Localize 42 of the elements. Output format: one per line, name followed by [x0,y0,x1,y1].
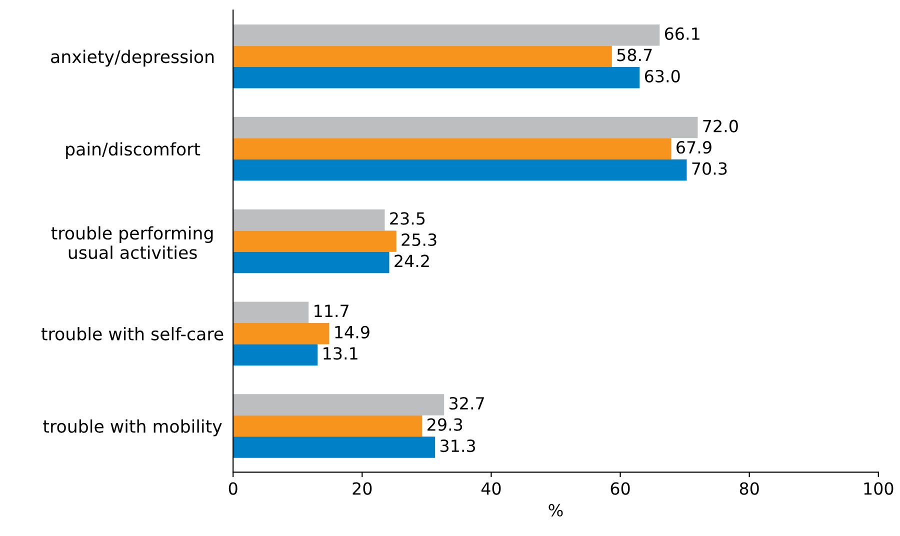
bar [233,322,330,344]
x-axis-title: % [548,504,563,517]
bar [233,230,396,252]
data-label: 29.3 [428,418,462,431]
bar [233,116,698,138]
bar [233,394,444,416]
y-tick-label: trouble with mobility [43,419,222,436]
bar [233,209,385,231]
bar [233,67,640,88]
x-tick-label: 100 [864,482,894,495]
data-label: 72.0 [703,120,738,132]
bar [233,159,687,181]
bar [233,302,309,323]
y-tick-label: trouble with self-care [41,327,224,340]
x-tick-label: 0 [228,482,238,495]
x-tick-label: 80 [740,482,759,495]
bar [233,252,390,274]
x-tick-label: 40 [481,482,501,495]
bar [233,436,436,458]
data-label: 11.7 [314,304,348,317]
y-tick-label: pain/discomfort [66,142,200,159]
data-label: 32.7 [450,396,484,410]
y-tick-label: trouble performing usual activities [51,226,213,260]
data-label: 24.2 [394,254,429,268]
bar [233,46,612,68]
data-label: 13.1 [324,347,358,360]
data-label: 66.1 [664,27,700,40]
y-tick-label: anxiety/depression [51,50,214,67]
x-tick-label: 20 [352,482,372,495]
data-label: 25.3 [402,233,436,246]
data-label: 31.3 [440,439,476,452]
data-label: 23.5 [390,212,425,225]
x-tick-label: 60 [610,482,630,495]
bar [233,24,660,46]
data-label: 14.9 [335,326,370,338]
data-label: 58.7 [617,48,652,62]
bar [233,344,318,366]
data-label: 67.9 [676,141,712,154]
bar [233,415,422,437]
data-label: 70.3 [692,162,727,175]
data-label: 63.0 [644,70,680,82]
bar [233,138,672,160]
